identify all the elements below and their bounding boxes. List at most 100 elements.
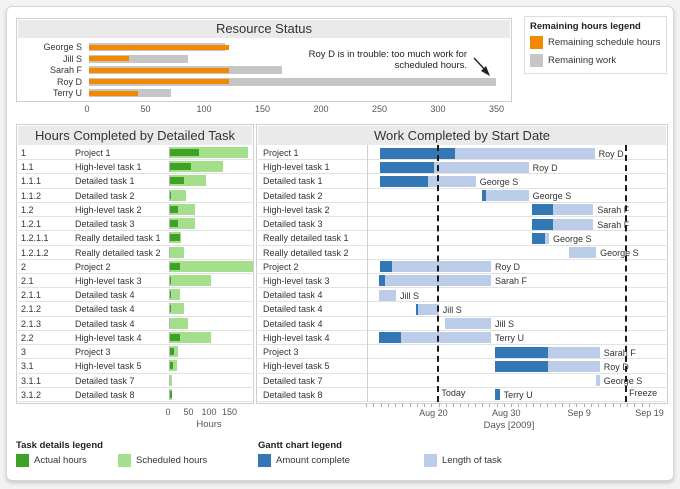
task-wbs-label: 3 [21, 347, 27, 358]
hours-task-row: 1.1 High-level task 1 [18, 160, 252, 175]
gantt-minor-tick [445, 404, 447, 407]
resource-rows: George S Jill S Sarah F Roy D Terry U [18, 41, 510, 101]
task-wbs-label: 2 [21, 261, 27, 272]
gantt-bar-track: Terry U [367, 332, 666, 344]
scheduled-hours-label: Scheduled hours [136, 455, 208, 466]
task-name-label: Project 2 [75, 261, 111, 272]
gantt-task-name-label: Detailed task 4 [263, 304, 323, 315]
task-name-label: Really detailed task 2 [75, 247, 161, 258]
amount-complete-swatch [258, 454, 271, 467]
gantt-task-row: Detailed task 4 Jill S [258, 317, 666, 331]
hours-task-row: 1.2 High-level task 2 [18, 203, 252, 218]
gantt-bar-track: Sarah F [367, 346, 666, 358]
actual-hours-bar [170, 205, 179, 213]
gantt-bar-track: Roy D [367, 261, 666, 273]
hours-task-row: 2.2 High-level task 4 [18, 331, 252, 346]
task-wbs-label: 1.1 [21, 162, 34, 173]
amount-complete-bar [494, 360, 548, 372]
scheduled-hours-bar [170, 161, 224, 173]
gantt-minor-tick [576, 404, 578, 407]
gantt-minor-tick [431, 404, 433, 407]
amount-complete-bar [532, 204, 554, 216]
hours-box: Hours Completed by Detailed Task 1 Projec… [16, 124, 254, 404]
scheduled-hours-bar [170, 317, 189, 329]
gantt-task-name-label: Detailed task 7 [263, 375, 323, 386]
gantt-task-name-label: Detailed task 8 [263, 389, 323, 400]
resource-tick-label: 150 [254, 104, 271, 114]
amount-complete-bar [379, 275, 386, 287]
length-of-task-bar [415, 303, 439, 315]
today-label: Today [441, 388, 466, 398]
gantt-resource-label: Roy D [532, 162, 558, 173]
hours-task-row: 2 Project 2 [18, 260, 253, 274]
gantt-minor-tick [554, 404, 556, 407]
hours-bar-track [169, 147, 252, 158]
resource-name-label: Terry U [53, 88, 82, 99]
gantt-task-row: Detailed task 8 Terry U [258, 388, 666, 402]
gantt-minor-tick [561, 404, 563, 407]
gantt-bar-track: George S [367, 247, 666, 259]
task-wbs-label: 1.2 [21, 204, 34, 215]
hours-task-row: 3.1.2 Detailed task 8 [18, 388, 252, 402]
amount-complete-bar [380, 147, 456, 159]
gantt-minor-tick [416, 404, 418, 407]
task-name-label: Detailed task 4 [75, 304, 135, 315]
resource-bar-track [88, 41, 510, 53]
gantt-minor-tick [424, 404, 425, 407]
gantt-resource-label: Sarah F [494, 276, 527, 287]
task-name-label: Detailed task 3 [75, 219, 135, 230]
gantt-resource-label: Roy D [494, 262, 520, 273]
gantt-bar-track: Jill S [367, 289, 666, 301]
resource-tick-label: 100 [196, 104, 212, 114]
hours-bar-track [169, 161, 252, 173]
gantt-task-row: Detailed task 1 George S [258, 174, 666, 189]
hours-bar-track [169, 189, 252, 201]
gantt-minor-tick [583, 404, 585, 407]
task-wbs-label: 1.2.1 [21, 219, 42, 230]
resource-status-box: Resource Status George S Jill S Sarah F Roy… [16, 18, 512, 102]
gantt-title: Work Completed by Start Date [258, 126, 666, 145]
task-wbs-label: 2.1.1 [21, 290, 42, 301]
gantt-bar-track: Roy D [367, 147, 666, 159]
gantt-task-name-label: Project 1 [263, 148, 299, 158]
gantt-bar-track: Sarah F [367, 204, 666, 216]
hours-tick-label: 0 [165, 407, 171, 417]
resource-annotation-line2: scheduled hours. [394, 60, 467, 71]
gantt-minor-tick [627, 404, 628, 407]
length-of-task-bar [568, 247, 597, 259]
scheduled-hours-bar [170, 246, 185, 258]
gantt-resource-label: Roy D [603, 361, 629, 372]
hours-task-row: 2.1.3 Detailed task 4 [18, 317, 252, 331]
gantt-resource-label: Sarah F [603, 347, 636, 358]
resource-name-label: Jill S [62, 53, 82, 64]
task-wbs-label: 3.1.1 [21, 375, 42, 386]
hours-bar-track [169, 175, 252, 187]
hours-bar-track [169, 388, 252, 400]
gantt-task-row: Detailed task 7 George S [258, 374, 666, 388]
length-of-task-bar [379, 275, 491, 287]
hours-task-row: 2.1.1 Detailed task 4 [18, 288, 252, 303]
actual-hours-bar [170, 220, 179, 228]
task-name-label: Detailed task 8 [75, 389, 135, 400]
resource-row: Jill S [18, 53, 510, 65]
hours-tick-label: 50 [183, 407, 194, 417]
gantt-minor-tick [525, 404, 527, 407]
gantt-minor-tick [503, 404, 505, 407]
resource-bar-track [88, 64, 510, 76]
gantt-bar-track: George S [367, 190, 666, 202]
gantt-task-name-label: Really detailed task 1 [263, 233, 349, 244]
resource-tick-label: 0 [84, 104, 90, 114]
length-of-task-bar [481, 190, 529, 202]
hours-axis-label: Hours [196, 419, 222, 430]
gantt-minor-tick [380, 404, 382, 407]
gantt-resource-label: George S [552, 233, 592, 244]
task-wbs-label: 1.1.2 [21, 190, 42, 201]
task-name-label: High-level task 4 [75, 332, 142, 343]
actual-hours-bar [170, 149, 199, 156]
remaining-schedule-label: Remaining schedule hours [548, 37, 661, 48]
actual-hours-bar [170, 362, 174, 370]
gantt-resource-label: Terry U [494, 333, 524, 344]
gantt-task-name-label: High-level task 1 [263, 162, 330, 173]
resource-name-label: Sarah F [49, 65, 82, 76]
gantt-minor-tick [569, 404, 570, 407]
